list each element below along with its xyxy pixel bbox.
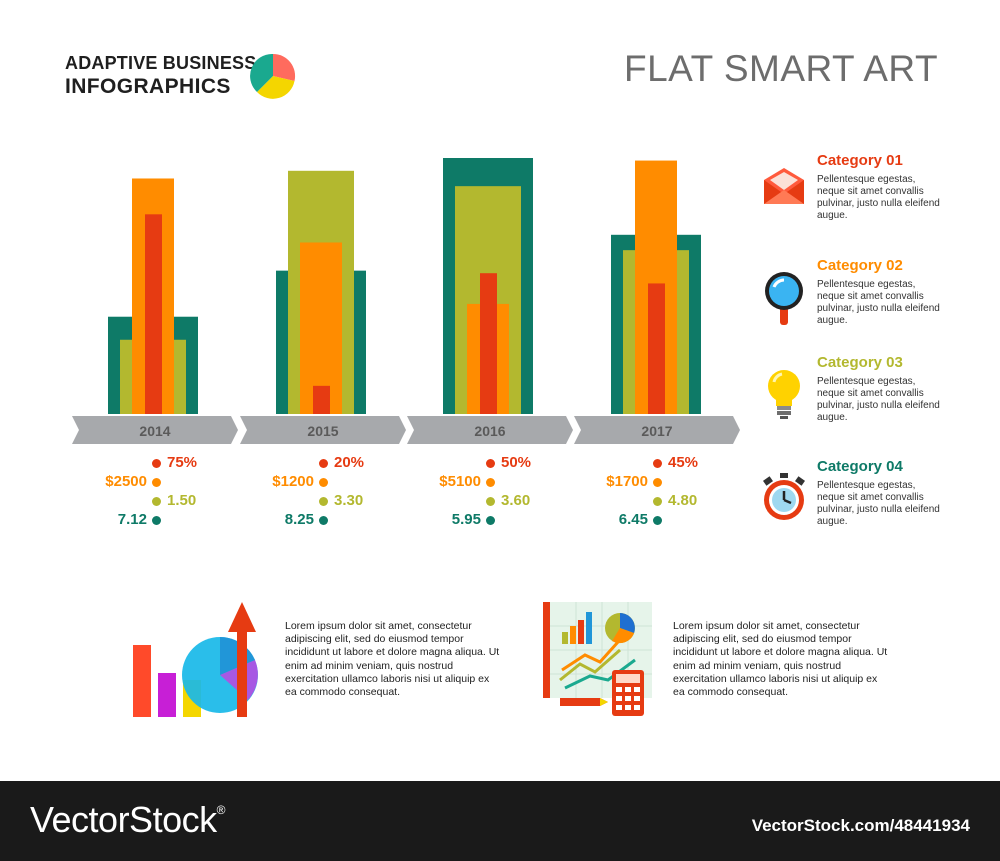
logo-line1: ADAPTIVE BUSINESS (65, 53, 257, 73)
legend-dot-red (653, 459, 662, 468)
year-arrow-2016 (407, 416, 573, 444)
value-block-2017: 45% $1700 4.80 6.45 (604, 454, 734, 530)
data-label-teal-2016: 5.95 (451, 511, 481, 528)
category-title: Category 04 (817, 458, 903, 475)
category-title: Category 02 (817, 257, 903, 274)
analytics-board-icon (543, 602, 652, 716)
value-row-red: 20% (270, 454, 400, 473)
value-row-teal: 6.45 (604, 511, 734, 530)
legend-dot-olive (319, 497, 328, 506)
promo-text-2: Lorem ipsum dolor sit amet, consectetur … (673, 620, 888, 699)
year-arrow-2014 (72, 416, 238, 444)
bar-red-2014 (145, 214, 162, 414)
legend-dot-teal (653, 516, 662, 525)
legend-dot-teal (152, 516, 161, 525)
data-label-red-2014: 75% (167, 454, 198, 471)
data-label-teal-2014: 7.12 (117, 511, 147, 528)
data-label-orange-2015: $1200 (272, 473, 314, 490)
data-label-teal-2017: 6.45 (618, 511, 648, 528)
value-row-orange: $1700 (604, 473, 734, 492)
value-row-red: 45% (604, 454, 734, 473)
value-row-olive: 3.60 (437, 492, 567, 511)
legend-dot-teal (319, 516, 328, 525)
value-row-teal: 7.12 (103, 511, 233, 530)
bar-red-2016 (480, 273, 497, 414)
bar-red-2015 (313, 385, 330, 414)
data-label-orange-2017: $1700 (606, 473, 648, 490)
logo-pie-icon (250, 53, 296, 99)
data-label-olive-2015: 3.30 (334, 492, 364, 509)
tick-label-2014: 2014 (139, 423, 170, 439)
value-row-red: 50% (437, 454, 567, 473)
data-label-olive-2014: 1.50 (167, 492, 197, 509)
legend-dot-orange (486, 478, 495, 487)
bar-red-2017 (648, 283, 665, 414)
value-row-teal: 8.25 (270, 511, 400, 530)
logo-text: ADAPTIVE BUSINESS INFOGRAPHICS (65, 54, 256, 97)
envelope-icon (762, 166, 806, 218)
year-arrow-2017 (574, 416, 740, 444)
value-row-olive: 4.80 (604, 492, 734, 511)
lightbulb-icon (762, 368, 806, 420)
legend-dot-olive (486, 497, 495, 506)
category-description: Pellentesque egestas, neque sit amet con… (817, 376, 940, 423)
value-row-orange: $1200 (270, 473, 400, 492)
data-label-red-2017: 45% (668, 454, 699, 471)
legend-dot-orange (152, 478, 161, 487)
vectorstock-logo-text: VectorStock (30, 799, 217, 840)
value-row-orange: $5100 (437, 473, 567, 492)
legend-dot-red (152, 459, 161, 468)
value-block-2014: 75% $2500 1.50 7.12 (103, 454, 233, 530)
value-block-2015: 20% $1200 3.30 8.25 (270, 454, 400, 530)
tick-label-2017: 2017 (641, 423, 672, 439)
growth-chart-icon (133, 602, 258, 717)
value-row-teal: 5.95 (437, 511, 567, 530)
vectorstock-logo: VectorStock® (30, 799, 225, 841)
magnifier-icon (762, 271, 806, 325)
legend-dot-red (486, 459, 495, 468)
category-title: Category 03 (817, 354, 903, 371)
bar-orange-2015 (300, 242, 342, 414)
value-row-olive: 1.50 (103, 492, 233, 511)
value-row-orange: $2500 (103, 473, 233, 492)
data-label-olive-2016: 3.60 (501, 492, 531, 509)
category-description: Pellentesque egestas, neque sit amet con… (817, 279, 940, 326)
legend-dot-olive (653, 497, 662, 506)
legend-dot-olive (152, 497, 161, 506)
registered-mark: ® (216, 803, 226, 817)
tick-label-2015: 2015 (307, 423, 338, 439)
data-label-olive-2017: 4.80 (668, 492, 698, 509)
category-title: Category 01 (817, 152, 903, 169)
data-label-red-2016: 50% (501, 454, 532, 471)
alarm-clock-icon (762, 472, 806, 524)
data-label-orange-2014: $2500 (105, 473, 147, 490)
legend-dot-orange (319, 478, 328, 487)
legend-dot-teal (486, 516, 495, 525)
data-label-orange-2016: $5100 (439, 473, 481, 490)
footer-bar: VectorStock® VectorStock.com/48441934 (0, 781, 1000, 861)
bar-chart: 2014 2015 2016 2017 (72, 158, 740, 444)
value-block-2016: 50% $5100 3.60 5.95 (437, 454, 567, 530)
category-description: Pellentesque egestas, neque sit amet con… (817, 480, 940, 527)
tick-label-2016: 2016 (474, 423, 505, 439)
page-title: FLAT SMART ART (624, 48, 939, 89)
legend-dot-orange (653, 478, 662, 487)
value-row-red: 75% (103, 454, 233, 473)
data-label-teal-2015: 8.25 (284, 511, 314, 528)
data-label-red-2015: 20% (334, 454, 365, 471)
logo-line2: INFOGRAPHICS (65, 75, 231, 98)
legend-dot-red (319, 459, 328, 468)
value-row-olive: 3.30 (270, 492, 400, 511)
category-description: Pellentesque egestas, neque sit amet con… (817, 174, 940, 221)
promo-text-1: Lorem ipsum dolor sit amet, consectetur … (285, 620, 500, 699)
year-arrow-2015 (240, 416, 406, 444)
image-id: VectorStock.com/48441934 (751, 816, 970, 835)
